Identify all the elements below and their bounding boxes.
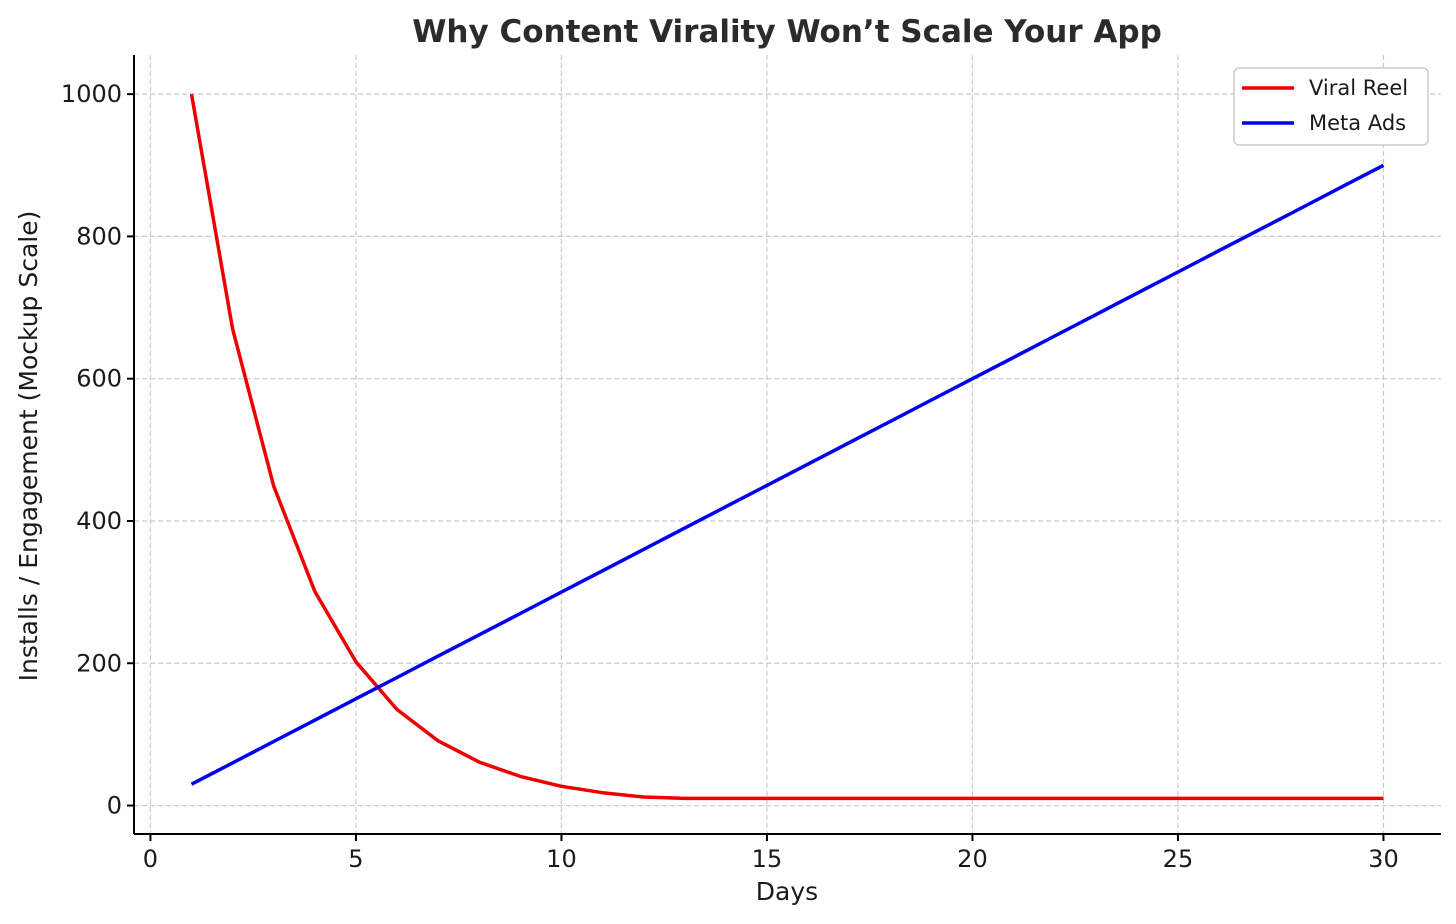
- legend: Viral Reel Meta Ads: [1233, 67, 1429, 146]
- y-tick-label: 1000: [61, 80, 122, 108]
- series-line-meta-ads: [190, 163, 1385, 786]
- x-tick-label: 30: [1368, 845, 1399, 873]
- x-tick-label: 20: [957, 845, 988, 873]
- x-tick-label: 0: [143, 845, 158, 873]
- y-tick-label: 200: [76, 649, 122, 677]
- x-tick-label: 15: [752, 845, 783, 873]
- legend-label-meta-ads: Meta Ads: [1309, 111, 1406, 135]
- x-axis-label: Days: [756, 877, 818, 906]
- legend-label-viral-reel: Viral Reel: [1309, 76, 1408, 100]
- grid: [134, 55, 1441, 834]
- x-tick-label: 10: [546, 845, 577, 873]
- y-tick-label: 800: [76, 222, 122, 250]
- series-lines: [189, 93, 1385, 801]
- y-tick-label: 400: [76, 507, 122, 535]
- ticks: 0 5 10 15 20 25 30 0 200 400 600 800 1000: [61, 80, 1399, 873]
- chart-title: Why Content Virality Won’t Scale Your Ap…: [412, 14, 1162, 50]
- series-line-viral-reel: [189, 93, 1384, 801]
- y-axis-label: Installs / Engagement (Mockup Scale): [14, 211, 43, 682]
- x-tick-label: 5: [348, 845, 363, 873]
- x-tick-label: 25: [1163, 845, 1194, 873]
- y-tick-label: 600: [76, 365, 122, 393]
- y-tick-label: 0: [107, 792, 122, 820]
- axes: [133, 55, 1441, 835]
